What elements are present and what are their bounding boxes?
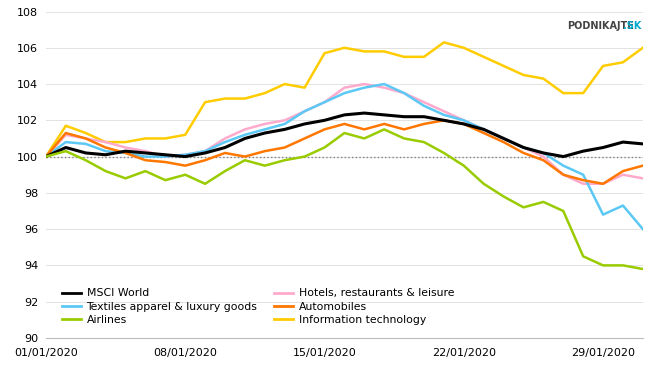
Text: .SK: .SK <box>623 22 642 31</box>
Text: PODNIKAJTE: PODNIKAJTE <box>567 22 634 31</box>
Legend: MSCI World, Textiles apparel & luxury goods, Airlines, Hotels, restaurants & lei: MSCI World, Textiles apparel & luxury go… <box>57 284 459 329</box>
